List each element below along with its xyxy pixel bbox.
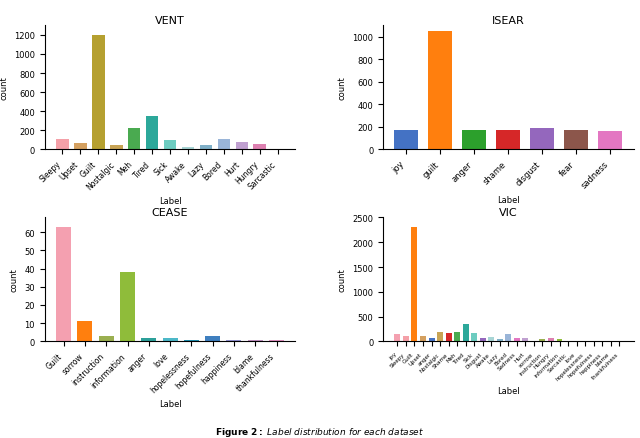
Title: ISEAR: ISEAR — [492, 15, 525, 25]
X-axis label: Label: Label — [497, 196, 520, 205]
Y-axis label: count: count — [338, 76, 347, 100]
Bar — [497, 339, 503, 342]
Title: VENT: VENT — [156, 15, 185, 25]
Bar — [56, 139, 68, 150]
X-axis label: Label: Label — [159, 399, 182, 409]
Bar — [522, 338, 529, 342]
Bar — [471, 333, 477, 342]
Bar — [128, 128, 141, 150]
Bar — [394, 130, 418, 150]
Bar — [236, 143, 248, 150]
Bar — [412, 228, 417, 342]
Bar — [56, 227, 71, 342]
Bar — [146, 117, 159, 150]
Bar — [488, 338, 494, 342]
Bar — [227, 340, 241, 342]
Bar — [184, 340, 199, 342]
Bar — [218, 139, 230, 150]
X-axis label: Label: Label — [159, 197, 182, 206]
Bar — [271, 149, 284, 150]
Bar — [445, 333, 452, 342]
Bar — [480, 339, 486, 342]
Bar — [548, 339, 554, 342]
Bar — [497, 131, 520, 150]
Bar — [99, 336, 114, 342]
Bar — [531, 341, 537, 342]
Bar — [163, 338, 177, 342]
Bar — [182, 148, 195, 150]
Bar — [437, 332, 443, 342]
Bar — [420, 337, 426, 342]
Bar — [531, 129, 554, 150]
Text: $\bf{Figure\ 2:}$ Label distribution for each dataset: $\bf{Figure\ 2:}$ Label distribution for… — [216, 424, 424, 438]
Bar — [110, 146, 122, 150]
Bar — [514, 339, 520, 342]
Bar — [564, 131, 588, 150]
Title: CEASE: CEASE — [152, 207, 188, 217]
Bar — [200, 146, 212, 150]
Bar — [428, 32, 452, 150]
Bar — [540, 339, 545, 342]
Bar — [141, 338, 156, 342]
Y-axis label: count: count — [338, 268, 347, 292]
Bar — [394, 334, 401, 342]
Bar — [164, 141, 177, 150]
Bar — [557, 339, 563, 342]
Bar — [454, 332, 460, 342]
Bar — [120, 272, 135, 342]
X-axis label: Label: Label — [497, 386, 520, 396]
Y-axis label: count: count — [10, 268, 19, 292]
Title: VIC: VIC — [499, 207, 518, 217]
Bar — [429, 339, 435, 342]
Bar — [463, 130, 486, 150]
Bar — [77, 321, 92, 342]
Bar — [92, 36, 104, 150]
Bar — [269, 340, 284, 342]
Bar — [253, 145, 266, 150]
Y-axis label: count: count — [0, 76, 8, 100]
Bar — [403, 336, 409, 342]
Bar — [463, 324, 468, 342]
Bar — [506, 334, 511, 342]
Bar — [248, 340, 262, 342]
Bar — [74, 143, 86, 150]
Bar — [205, 336, 220, 342]
Bar — [598, 131, 622, 150]
